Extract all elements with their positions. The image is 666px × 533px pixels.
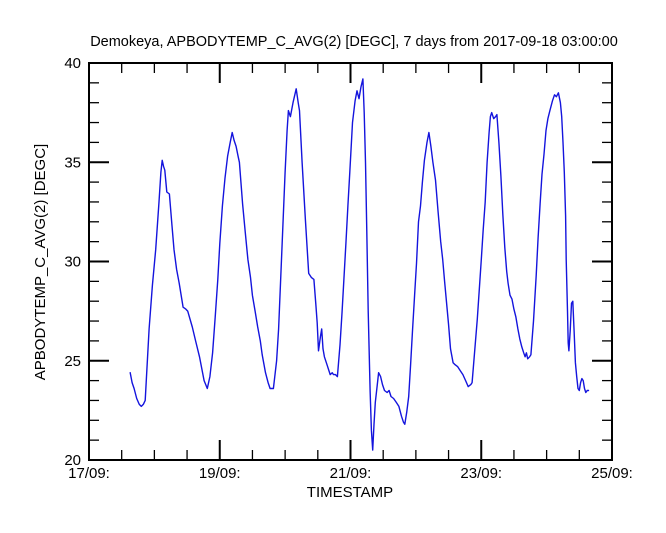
y-tick-label: 40 xyxy=(64,55,81,72)
x-tick-label: 25/09: xyxy=(591,465,633,482)
x-tick-label: 21/09: xyxy=(330,465,372,482)
x-tick-label: 17/09: xyxy=(68,465,110,482)
y-axis-label: APBODYTEMP_C_AVG(2) [DEGC] xyxy=(32,144,49,380)
chart-generated-content: 17/09: 19/09: 21/09: 23/09: 25/09: 20 25 30 35 40 xyxy=(64,55,633,482)
y-tick-label: 25 xyxy=(64,353,81,370)
y-tick-label: 30 xyxy=(64,254,81,271)
data-line-series xyxy=(129,78,590,451)
x-axis-label: TIMESTAMP xyxy=(307,484,393,501)
x-tick-label: 23/09: xyxy=(460,465,502,482)
plot-frame xyxy=(88,62,613,461)
chart-title: Demokeya, APBODYTEMP_C_AVG(2) [DEGC], 7 … xyxy=(90,34,618,50)
x-tick-label: 19/09: xyxy=(199,465,241,482)
y-tick-label: 35 xyxy=(64,154,81,171)
y-tick-label: 20 xyxy=(64,452,81,469)
